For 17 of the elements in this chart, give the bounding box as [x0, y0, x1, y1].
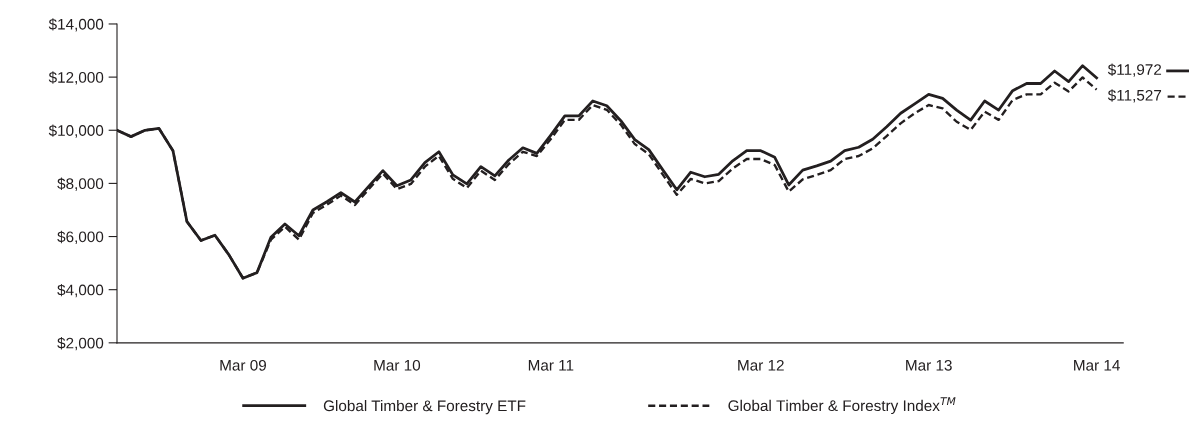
y-tick-label: $10,000 — [48, 124, 104, 138]
y-tick-label: $8,000 — [57, 177, 104, 191]
legend-label: Global Timber & Forestry ETF — [323, 399, 526, 415]
y-tick-label: $6,000 — [57, 230, 104, 245]
y-tick-label: $12,000 — [48, 71, 104, 85]
x-tick-label: Mar 13 — [906, 359, 952, 371]
annotation: $11,972 — [1107, 63, 1162, 77]
x-tick-label: Mar 09 — [220, 359, 266, 371]
x-tick-label: Mar 14 — [1074, 360, 1120, 371]
y-tick-label: $14,000 — [48, 18, 104, 32]
y-tick-label: $4,000 — [57, 283, 104, 298]
x-tick-label: Mar 12 — [738, 359, 784, 371]
x-tick-label: Mar 11 — [528, 360, 574, 371]
y-tick-label: $2,000 — [57, 337, 104, 351]
x-tick-label: Mar 10 — [374, 359, 421, 371]
legend-label: Global Timber & Forestry Index$^{TM}$ — [728, 397, 956, 415]
annotation: $11,527 — [1107, 89, 1162, 103]
